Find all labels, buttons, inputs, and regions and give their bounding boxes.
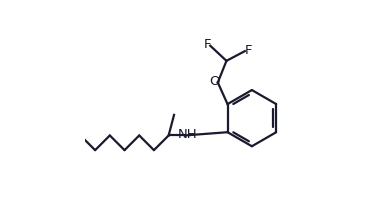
Text: O: O <box>209 75 220 88</box>
Text: NH: NH <box>178 128 197 141</box>
Text: F: F <box>245 44 252 57</box>
Text: F: F <box>204 38 211 51</box>
